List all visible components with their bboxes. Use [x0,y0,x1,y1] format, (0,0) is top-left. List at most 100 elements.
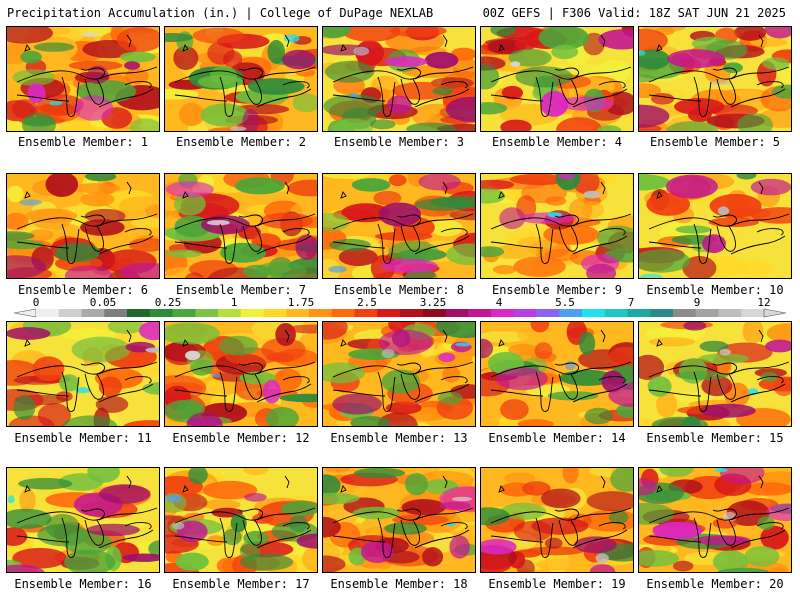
chart-title: Precipitation Accumulation (in.) | Colle… [7,6,434,20]
member-caption: Ensemble Member: 4 [491,135,623,149]
colorbar-swatch [240,309,264,317]
member-caption: Ensemble Member: 6 [17,283,149,297]
member-caption: Ensemble Member: 2 [175,135,307,149]
great-lakes-outline [648,475,790,559]
ensemble-member-map [638,321,792,427]
great-lakes-outline [174,34,316,118]
ensemble-member-map [164,467,318,573]
colorbar-swatch [286,309,310,317]
colorbar-tick-label: 1.75 [287,296,315,309]
colorbar-swatch [445,309,469,317]
colorbar-swatch [695,309,719,317]
colorbar-swatch [468,309,492,317]
member-caption: Ensemble Member: 9 [491,283,623,297]
colorbar-swatch [81,309,105,317]
colorbar-tick-label: 2.5 [357,296,377,309]
ensemble-member-map [6,173,160,279]
colorbar-swatch [491,309,515,317]
ensemble-member-map [164,321,318,427]
colorbar-swatch [650,309,674,317]
precip-field [481,174,633,278]
ensemble-member-map [6,26,160,132]
great-lakes-outline [16,329,158,413]
member-caption: Ensemble Member: 12 [172,431,310,445]
ensemble-member-map [638,26,792,132]
precip-field [639,468,791,572]
precip-field [323,322,475,426]
colorbar-min-arrow [13,308,37,318]
great-lakes-outline [332,475,474,559]
precip-field [323,174,475,278]
great-lakes-outline [16,475,158,559]
precip-field [639,27,791,131]
great-lakes-outline [648,181,790,265]
precipitation-colorbar [13,308,787,318]
colorbar-swatch [195,309,219,317]
precip-field [7,322,159,426]
colorbar-tick-label: 1 [230,296,238,309]
precip-field [481,468,633,572]
colorbar-swatch [513,309,537,317]
ensemble-member-map [638,173,792,279]
ensemble-member-map [6,467,160,573]
member-caption: Ensemble Member: 18 [330,577,468,591]
ensemble-member-map [638,467,792,573]
great-lakes-outline [332,34,474,118]
colorbar-swatch [377,309,401,317]
ensemble-member-map [164,26,318,132]
ensemble-member-map [322,173,476,279]
member-caption: Ensemble Member: 8 [333,283,465,297]
great-lakes-outline [174,181,316,265]
great-lakes-outline [490,34,632,118]
great-lakes-outline [332,329,474,413]
colorbar-swatch [400,309,424,317]
member-caption: Ensemble Member: 13 [330,431,468,445]
precip-field [7,27,159,131]
colorbar-tick-label: 0.05 [89,296,117,309]
member-caption: Ensemble Member: 19 [488,577,626,591]
ensemble-member-map [480,467,634,573]
precip-field [165,468,317,572]
precip-field [481,27,633,131]
member-caption: Ensemble Member: 10 [646,283,784,297]
member-caption: Ensemble Member: 20 [646,577,784,591]
colorbar-swatch [741,309,765,317]
precip-field [639,322,791,426]
great-lakes-outline [174,329,316,413]
member-caption: Ensemble Member: 7 [175,283,307,297]
colorbar-swatch [104,309,128,317]
precip-field [7,174,159,278]
great-lakes-outline [490,181,632,265]
great-lakes-outline [16,34,158,118]
colorbar-swatch [673,309,697,317]
great-lakes-outline [648,329,790,413]
colorbar-swatch [58,309,82,317]
colorbar-swatch [127,309,151,317]
member-caption: Ensemble Member: 11 [14,431,152,445]
colorbar-swatch [309,309,333,317]
ensemble-member-map [480,26,634,132]
colorbar-tick-label: 0 [32,296,40,309]
colorbar-tick-label: 3.25 [419,296,447,309]
ensemble-member-map [322,321,476,427]
colorbar-swatch [627,309,651,317]
member-caption: Ensemble Member: 3 [333,135,465,149]
colorbar-swatch [354,309,378,317]
colorbar-swatch [422,309,446,317]
great-lakes-outline [648,34,790,118]
member-caption: Ensemble Member: 16 [14,577,152,591]
ensemble-member-map [322,26,476,132]
colorbar-swatch [582,309,606,317]
colorbar-tick-label: 9 [693,296,701,309]
ensemble-member-map [480,321,634,427]
colorbar-tick-label: 7 [627,296,635,309]
colorbar-tick-label: 4 [495,296,503,309]
great-lakes-outline [490,329,632,413]
precip-field [165,27,317,131]
great-lakes-outline [16,181,158,265]
precip-field [639,174,791,278]
ensemble-member-map [322,467,476,573]
colorbar-swatch [263,309,287,317]
colorbar-swatch [36,309,60,317]
valid-time: 00Z GEFS | F306 Valid: 18Z SAT JUN 21 20… [482,6,786,20]
